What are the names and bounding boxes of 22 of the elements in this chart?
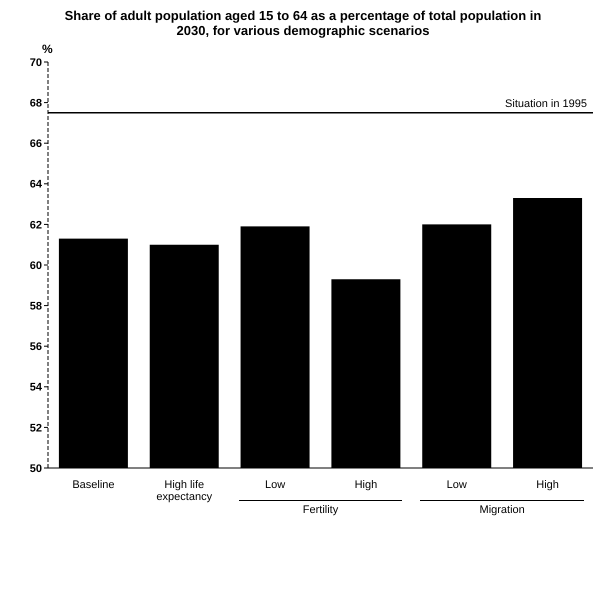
text: Fertility [238,500,402,516]
text: Migration [420,500,584,516]
x-tick-label: High life expectancy [156,479,213,503]
x-tick-label: Baseline [72,479,115,491]
y-tick-label: 64 [30,178,43,191]
x-tick-label: High [536,479,559,491]
chart-title: Share of adult population aged 15 to 64 as a percentage of total population in 2030, for various demographic scenarios [64,8,542,38]
ref-line-label: Situation in 1995 [505,98,587,110]
x-tick-label: Low [264,479,286,491]
y-tick-label: 50 [30,462,42,475]
y-tick-label: 62 [30,219,42,232]
y-axis-title: % [42,42,53,56]
y-tick-label: 68 [30,98,42,110]
y-tick-label: 54 [30,382,43,394]
y-tick-label: 58 [30,300,42,313]
x-tick-label: Low [446,479,467,491]
y-tick-label: 70 [30,56,42,69]
y-tick-label: 66 [30,138,42,150]
x-tick-label: High [354,479,378,491]
y-tick-label: 56 [30,341,42,354]
y-tick-label: 60 [30,260,42,272]
y-tick-label: 52 [30,422,42,434]
